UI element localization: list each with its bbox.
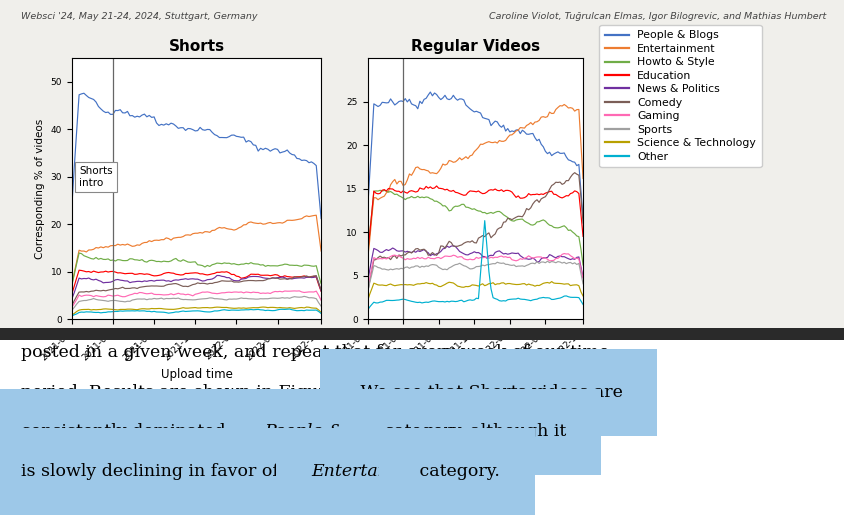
Title: Shorts: Shorts (168, 39, 225, 54)
Text: We see that Shorts videos are: We see that Shorts videos are (354, 384, 622, 401)
Text: Shorts
intro: Shorts intro (79, 166, 112, 187)
Title: Regular Videos: Regular Videos (410, 39, 539, 54)
Text: Entertainment: Entertainment (311, 463, 439, 480)
Text: category, although it: category, although it (378, 423, 565, 440)
X-axis label: Upload time: Upload time (160, 367, 232, 381)
Legend: People & Blogs, Entertainment, Howto & Style, Education, News & Politics, Comedy: People & Blogs, Entertainment, Howto & S… (598, 25, 760, 167)
X-axis label: Upload time: Upload time (439, 367, 511, 381)
Text: Caroline Violot, Tuğrulcan Elmas, Igor Bilogrevic, and Mathias Humbert: Caroline Violot, Tuğrulcan Elmas, Igor B… (489, 12, 825, 21)
Text: category.: category. (414, 463, 500, 480)
Text: posted in a given week, and repeat that for every week of our time: posted in a given week, and repeat that … (21, 344, 609, 361)
Text: People & Blogs: People & Blogs (264, 423, 398, 440)
Text: consistently dominated by the: consistently dominated by the (21, 423, 291, 440)
Text: Websci '24, May 21-24, 2024, Stuttgart, Germany: Websci '24, May 21-24, 2024, Stuttgart, … (21, 12, 257, 21)
Y-axis label: Corresponding % of videos: Corresponding % of videos (35, 119, 45, 259)
Text: period. Results are shown in Figure 6.: period. Results are shown in Figure 6. (21, 384, 359, 401)
Text: is slowly declining in favor of the: is slowly declining in favor of the (21, 463, 318, 480)
